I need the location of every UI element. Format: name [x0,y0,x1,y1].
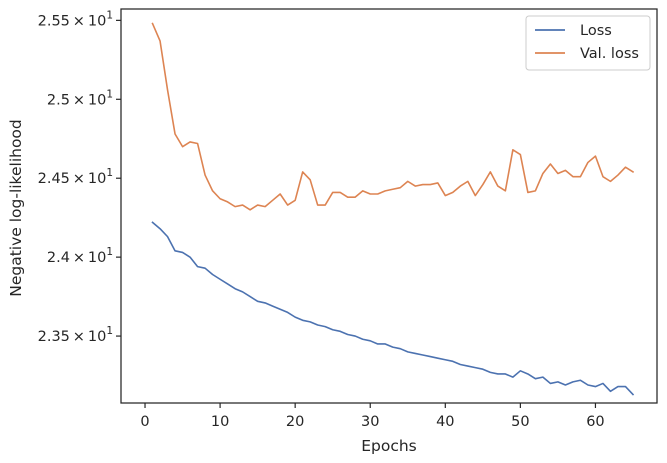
x-tick-label: 60 [586,414,604,430]
x-tick-label: 20 [286,414,304,430]
x-ticks: 0 10 20 30 40 50 60 [140,403,605,430]
x-tick-label: 30 [361,414,379,430]
y-tick-label: 2.5 × 101 [47,88,113,108]
x-tick-label: 0 [140,414,149,430]
legend-label-loss: Loss [580,23,612,39]
series-line-loss [151,221,635,396]
y-tick-label: 2.45 × 101 [38,167,113,187]
legend: Loss Val. loss [525,15,651,71]
series-line-val-loss [151,22,635,211]
x-tick-label: 10 [211,414,229,430]
y-ticks: 2.35 × 101 2.4 × 101 2.45 × 101 2.5 × 101 2.… [38,9,121,345]
y-tick-label: 2.55 × 101 [38,9,113,29]
legend-label-val-loss: Val. loss [580,46,639,62]
plot-lines [151,22,635,396]
x-tick-label: 50 [511,414,529,430]
y-tick-label: 2.35 × 101 [38,325,113,345]
y-tick-label: 2.4 × 101 [47,246,113,266]
plot-frame [120,8,658,404]
y-axis-label: Negative log-likelihood [7,119,25,297]
x-tick-label: 40 [436,414,454,430]
x-axis-label: Epochs [361,437,417,455]
